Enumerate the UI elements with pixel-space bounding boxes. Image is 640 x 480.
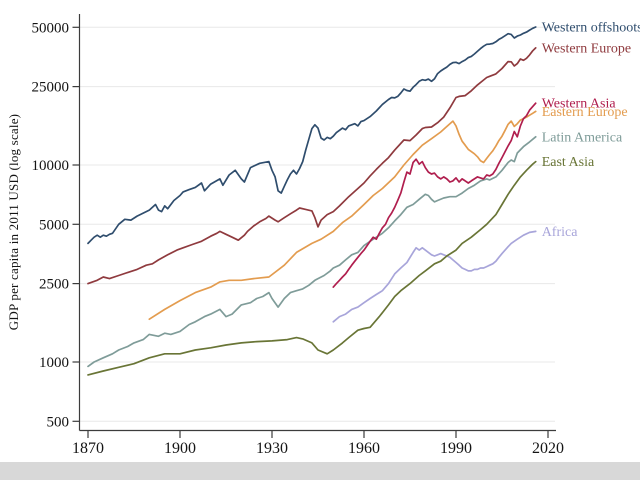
series-line-western-asia: [332, 102, 537, 288]
x-tick-label-1900: 1900: [164, 440, 196, 457]
series-label-western-asia: Western Asia: [542, 97, 617, 112]
x-tick-label-1990: 1990: [440, 440, 472, 457]
y-tick-label-50000: 50000: [32, 20, 70, 36]
series-line-east-asia: [87, 160, 537, 376]
y-tick-label-1000: 1000: [39, 355, 69, 371]
y-tick-label-10000: 10000: [32, 158, 70, 174]
y-axis-title: GDP per capita in 2011 USD (log scale): [6, 113, 21, 331]
bottom-strip: [0, 462, 640, 480]
x-tick-label-1930: 1930: [256, 440, 288, 457]
tick-marks: [72, 26, 549, 438]
series-line-western-europe: [87, 47, 537, 285]
x-tick-labels: 1870 1900 1930 1960 1990 2020: [72, 440, 564, 457]
x-tick-label-1870: 1870: [72, 440, 104, 457]
series-labels: Western offshoots Western Europe Western A…: [542, 21, 640, 240]
x-tick-label-2020: 2020: [532, 440, 564, 457]
series-label-western-offshoots: Western offshoots: [542, 21, 640, 36]
x-tick-label-1960: 1960: [348, 440, 380, 457]
series-label-latin-america: Latin America: [542, 130, 623, 145]
series-label-africa: Africa: [542, 225, 579, 240]
series-line-western-offshoots: [87, 26, 537, 245]
y-tick-label-5000: 5000: [39, 217, 69, 233]
y-tick-labels: 50000 25000 10000 5000 2500 1000 500: [32, 20, 70, 430]
series-line-latin-america: [87, 135, 537, 368]
series-label-western-europe: Western Europe: [542, 41, 631, 56]
y-tick-label-500: 500: [47, 414, 70, 430]
series-line-eastern-europe: [148, 110, 537, 321]
series-label-eastern-europe: Eastern Europe: [542, 105, 628, 120]
series-line-africa: [332, 230, 537, 323]
gridlines: [79, 26, 555, 422]
series-lines: [87, 26, 537, 376]
y-tick-label-2500: 2500: [39, 277, 69, 293]
series-label-east-asia: East Asia: [542, 155, 595, 170]
axes: [78, 14, 556, 432]
y-tick-label-25000: 25000: [32, 80, 70, 96]
